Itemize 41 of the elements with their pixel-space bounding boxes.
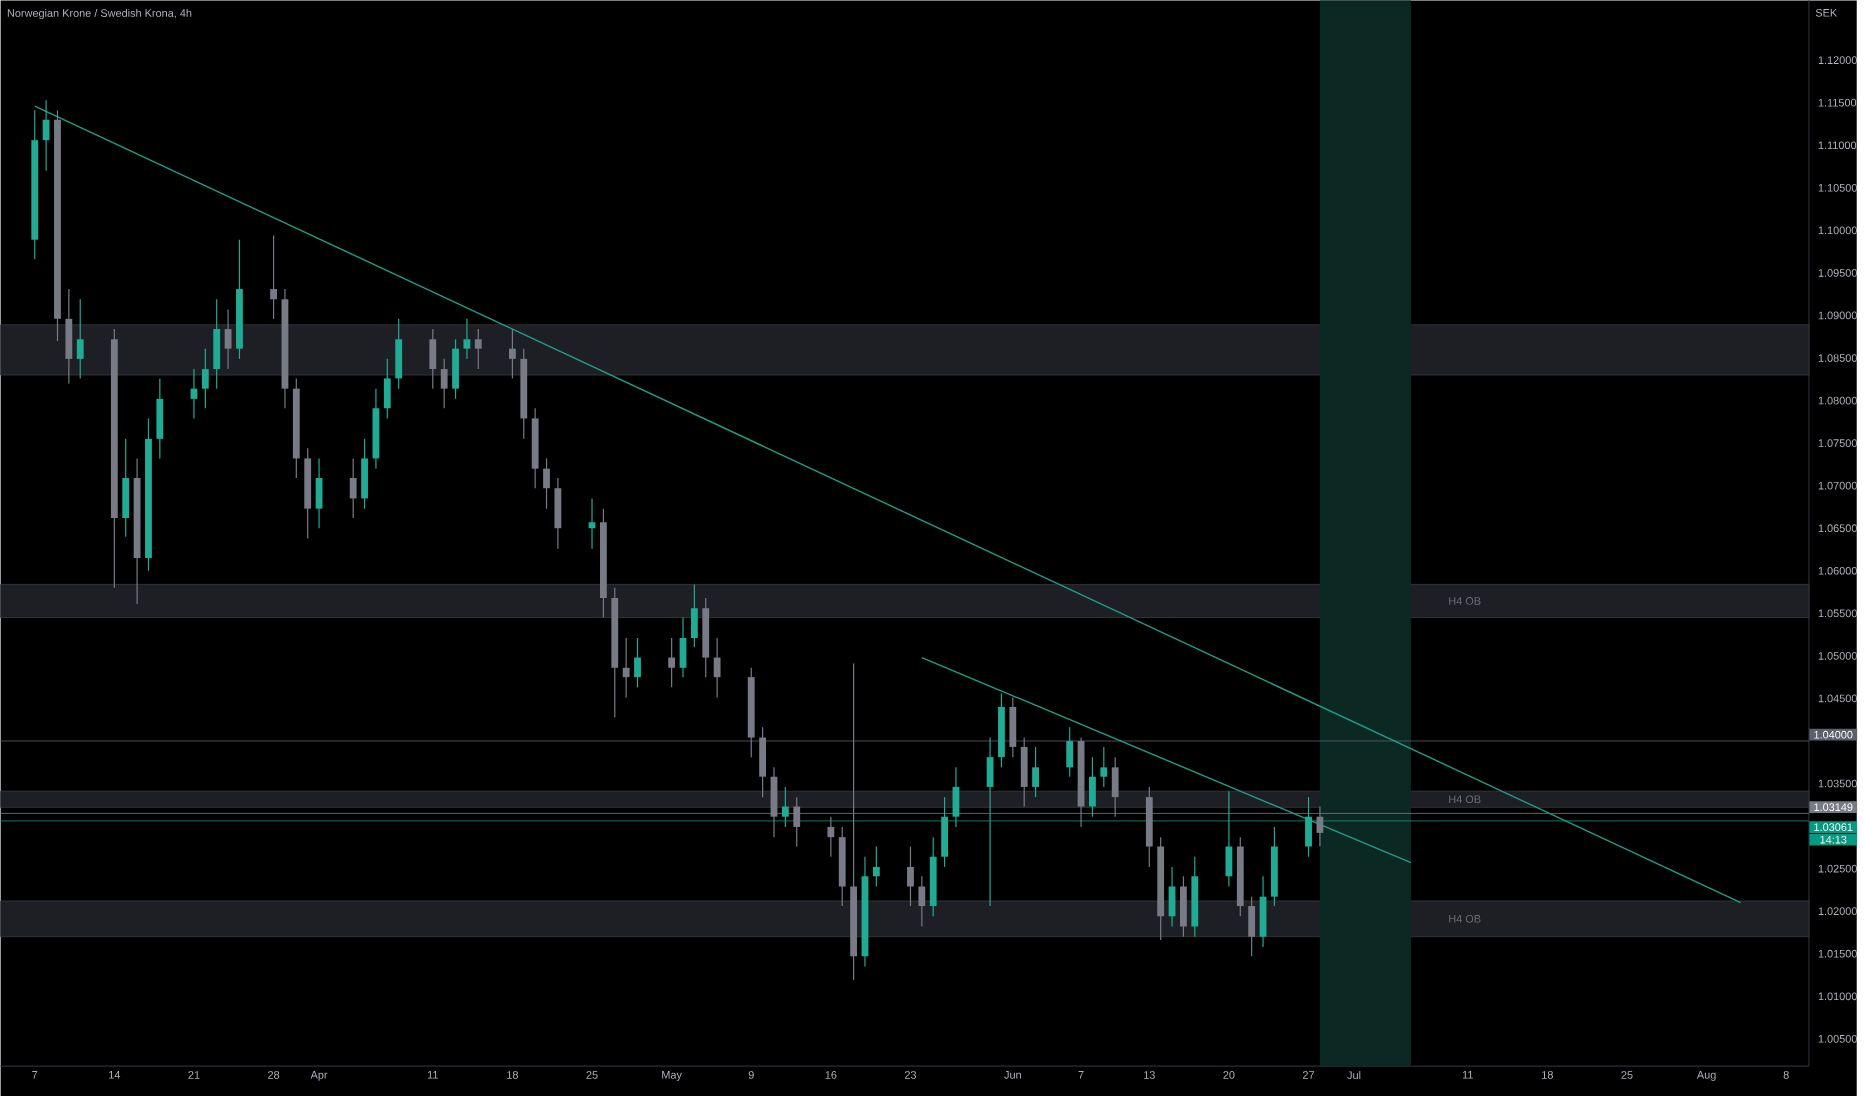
candlestick xyxy=(474,328,482,370)
candlestick xyxy=(508,328,516,380)
candlestick xyxy=(918,875,926,928)
candlestick xyxy=(1032,746,1039,798)
candlestick xyxy=(690,583,698,648)
candlestick xyxy=(941,796,948,868)
candlestick xyxy=(213,298,221,390)
candlestick xyxy=(1100,746,1108,788)
candlestick xyxy=(429,328,437,390)
candlestick xyxy=(907,845,914,907)
candlestick xyxy=(122,438,130,538)
candlestick xyxy=(65,288,73,385)
candlestick xyxy=(622,637,630,699)
candlestick xyxy=(463,318,471,360)
candlestick xyxy=(781,786,789,828)
candlestick xyxy=(634,637,641,688)
candlestick xyxy=(1089,756,1096,818)
candlestick xyxy=(440,358,448,409)
candlestick xyxy=(395,318,403,390)
candlestick xyxy=(543,457,550,510)
candlestick xyxy=(42,99,50,172)
candlestick xyxy=(349,457,357,519)
candlestick xyxy=(76,298,84,380)
candlestick xyxy=(759,726,767,798)
candlestick xyxy=(554,477,562,550)
candlestick xyxy=(1248,896,1256,957)
candlestick xyxy=(1305,796,1312,858)
candlestick xyxy=(1020,737,1028,808)
candlestick xyxy=(224,308,232,370)
candlestick xyxy=(201,348,209,409)
candlestick xyxy=(713,637,721,699)
candlestick xyxy=(872,845,880,888)
candlestick xyxy=(156,377,164,460)
candlestick xyxy=(1009,697,1017,758)
candlestick xyxy=(270,234,277,320)
candlestick xyxy=(1066,726,1074,778)
candlestick xyxy=(361,438,368,510)
candlestick xyxy=(1180,875,1187,938)
candlestick xyxy=(452,338,459,400)
candlestick xyxy=(383,358,391,420)
candlestick xyxy=(668,637,676,688)
